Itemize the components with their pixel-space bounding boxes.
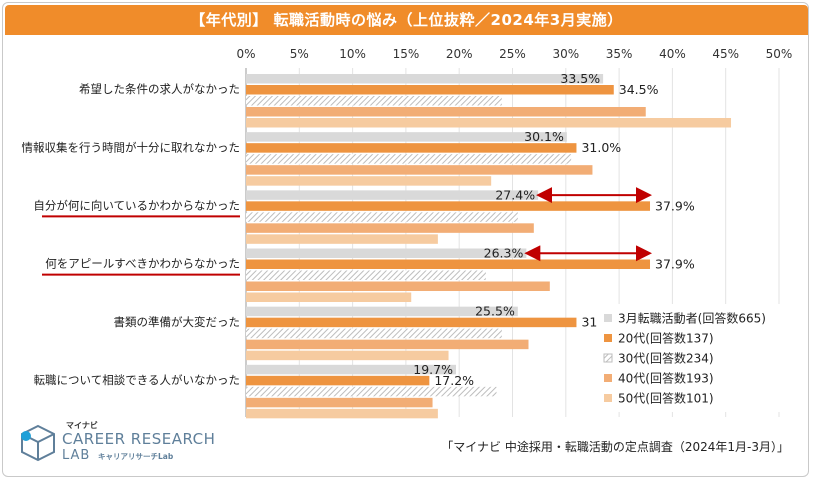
logo-name: CAREER RESEARCH bbox=[62, 430, 216, 448]
bar-40s bbox=[246, 107, 646, 117]
category-label: 転職について相談できる人がいなかった bbox=[34, 373, 240, 387]
legend-label: 3月転職活動者(回答数665) bbox=[618, 311, 766, 326]
bar-30s bbox=[246, 96, 502, 106]
bar-50s bbox=[246, 176, 492, 186]
legend-swatch bbox=[604, 374, 612, 382]
x-tick-label: 35% bbox=[606, 47, 633, 61]
data-label: 34.5% bbox=[619, 82, 659, 97]
category-label: 希望した条件の求人がなかった bbox=[79, 82, 240, 96]
logo-sub: キャリアリサーチLab bbox=[98, 452, 174, 461]
legend-label: 20代(回答数137) bbox=[618, 331, 714, 346]
x-tick-label: 5% bbox=[290, 47, 309, 61]
logo-brand: マイナビ bbox=[66, 421, 98, 430]
data-label: 25.5% bbox=[475, 304, 515, 319]
data-label: 19.7% bbox=[413, 362, 453, 377]
data-label: 37.9% bbox=[655, 198, 695, 213]
x-tick-label: 45% bbox=[712, 47, 739, 61]
legend-swatch bbox=[603, 353, 613, 363]
bar-all bbox=[246, 190, 539, 200]
data-label: 17.2% bbox=[434, 373, 474, 388]
legend-label: 50代(回答数101) bbox=[618, 391, 714, 406]
legend-swatch bbox=[604, 394, 612, 402]
bar-30s bbox=[246, 328, 502, 339]
data-label: 37.9% bbox=[655, 257, 695, 272]
data-label: 27.4% bbox=[495, 187, 535, 202]
bar-all bbox=[246, 364, 457, 375]
data-label: 33.5% bbox=[560, 71, 600, 86]
bar-all bbox=[246, 132, 567, 142]
bar-50s bbox=[246, 408, 438, 419]
x-tick-label: 40% bbox=[659, 47, 686, 61]
bar-50s bbox=[246, 118, 732, 128]
category-label: 自分が何に向いているかわからなかった bbox=[33, 198, 240, 212]
bar-all bbox=[246, 248, 527, 258]
x-tick-label: 15% bbox=[393, 47, 420, 61]
logo-lab: LAB bbox=[62, 448, 91, 463]
bar-30s bbox=[246, 154, 572, 164]
legend-swatch bbox=[604, 334, 612, 342]
title-bar: 【年代別】 転職活動時の悩み（上位抜粋／2024年3月実施） bbox=[5, 5, 808, 35]
bar-20s bbox=[246, 259, 651, 269]
career-research-lab-logo: マイナビ CAREER RESEARCH LAB キャリアリサーチLab bbox=[16, 420, 216, 468]
legend-label: 30代(回答数234) bbox=[618, 351, 714, 366]
chart-title: 【年代別】 転職活動時の悩み（上位抜粋／2024年3月実施） bbox=[190, 11, 623, 29]
source-note: 「マイナビ 中途採用・転職活動の定点調査（2024年1月-3月）」 bbox=[441, 440, 789, 454]
bar-40s bbox=[246, 165, 593, 175]
bar-20s bbox=[246, 85, 614, 95]
bar-all bbox=[246, 306, 518, 317]
bar-50s bbox=[246, 234, 438, 244]
x-tick-label: 10% bbox=[339, 47, 366, 61]
bar-20s bbox=[246, 143, 577, 153]
data-label: 30.1% bbox=[524, 129, 564, 144]
x-tick-label: 50% bbox=[766, 47, 793, 61]
legend-swatch bbox=[604, 314, 612, 322]
legend-label: 40代(回答数193) bbox=[618, 371, 714, 386]
x-tick-label: 25% bbox=[499, 47, 526, 61]
category-label: 書類の準備が大変だった bbox=[114, 315, 241, 329]
bar-40s bbox=[246, 339, 529, 350]
data-label: 31.0% bbox=[581, 140, 621, 155]
bar-40s bbox=[246, 397, 433, 408]
category-label: 何をアピールすべきかわからなかった bbox=[45, 257, 240, 271]
bar-30s bbox=[246, 212, 518, 222]
data-label: 26.3% bbox=[484, 246, 524, 261]
bar-50s bbox=[246, 350, 449, 361]
cube-logo-icon bbox=[21, 424, 55, 462]
bar-20s bbox=[246, 201, 651, 211]
bar-50s bbox=[246, 292, 412, 302]
bar-40s bbox=[246, 281, 550, 291]
bar-30s bbox=[246, 270, 486, 280]
x-tick-label: 0% bbox=[236, 47, 255, 61]
category-label: 情報収集を行う時間が十分に取れなかった bbox=[22, 140, 241, 154]
bar-30s bbox=[246, 386, 497, 397]
x-tick-label: 20% bbox=[446, 47, 473, 61]
legend-box bbox=[598, 304, 786, 412]
bar-40s bbox=[246, 223, 534, 233]
x-tick-label: 30% bbox=[552, 47, 579, 61]
bar-20s bbox=[246, 317, 577, 328]
bar-20s bbox=[246, 375, 430, 386]
bar-all bbox=[246, 74, 604, 84]
